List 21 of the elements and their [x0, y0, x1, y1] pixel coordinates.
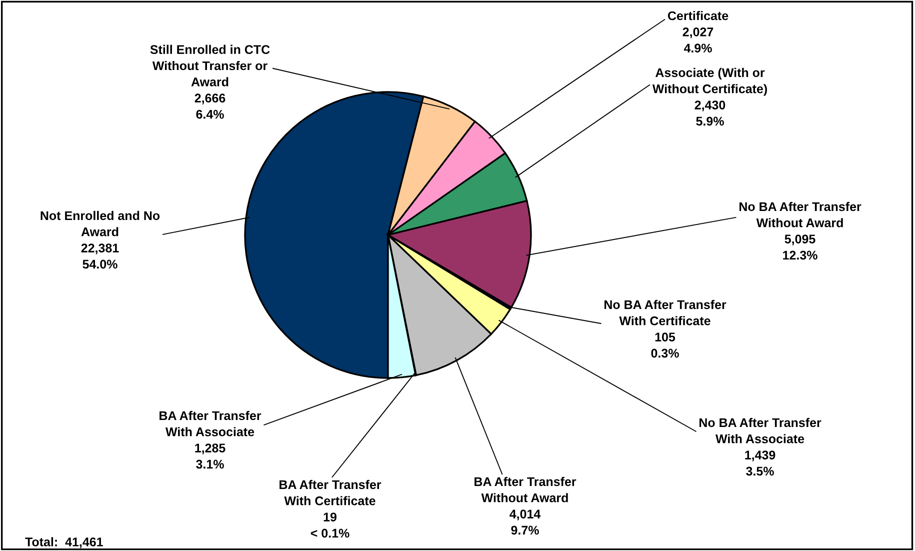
slice-label: Certificate	[668, 10, 728, 20]
slice-label: No BA After Transfer With Certificate	[604, 300, 726, 326]
slice-label: BA After Transfer With Certificate	[280, 480, 382, 506]
text: Total: 41,461	[25, 537, 103, 548]
slice-label: BA After Transfer With Associate	[160, 410, 262, 436]
data-label: 2,027 4.9%	[682, 28, 714, 53]
slice-label: BA After Transfer Without Award	[474, 476, 576, 502]
slice-label: Still Enrolled in CTC Without Transfer or Award	[150, 44, 270, 86]
data-label: 4,014 9.7%	[510, 510, 541, 535]
data-label: 2,666 6.4%	[194, 94, 226, 119]
slice-label: Associate (With or Without Certificate)	[652, 68, 767, 96]
slice-label: Not Enrolled and No Award	[40, 210, 160, 236]
slice-label: No BA After Transfer Without Award	[739, 202, 862, 228]
data-label: 5,095 12.3%	[783, 234, 818, 260]
data-label: 22,381 54.0%	[81, 244, 119, 269]
data-label: 1,439 3.5%	[745, 450, 776, 476]
data-label: 1,285 3.1%	[195, 444, 226, 469]
data-label: 19 < 0.1%	[310, 512, 350, 538]
data-label: 105 0.3%	[651, 332, 679, 358]
data-label: 2,430 5.9%	[694, 100, 726, 126]
slice-label: No BA After Transfer With Associate	[699, 418, 822, 444]
